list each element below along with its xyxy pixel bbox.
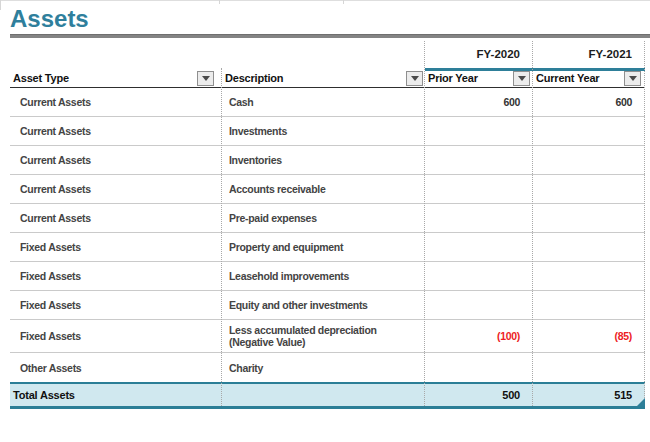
description-cell[interactable]: Equity and other investments — [222, 291, 425, 319]
current-year-cell[interactable]: 600 — [533, 88, 645, 116]
current-year-cell[interactable]: (85) — [533, 320, 645, 352]
prior-year-cell[interactable] — [425, 146, 533, 174]
table-row: Current Assets Pre-paid expenses — [10, 204, 645, 233]
total-label[interactable]: Total Assets — [10, 384, 222, 406]
filter-button-asset-type[interactable] — [197, 71, 214, 86]
header-description-label: Description — [225, 72, 283, 84]
current-year-cell[interactable] — [533, 353, 645, 382]
gridline-artifact — [343, 0, 344, 4]
title-underline — [10, 34, 650, 38]
table-row: Fixed Assets Less accumulated depreciati… — [10, 320, 645, 353]
description-cell[interactable]: Leasehold improvements — [222, 262, 425, 290]
asset-type-cell[interactable]: Current Assets — [10, 117, 222, 145]
dropdown-arrow-icon — [202, 76, 210, 81]
header-current-year[interactable]: Current Year — [533, 71, 645, 87]
dropdown-arrow-icon — [411, 76, 419, 81]
description-cell[interactable]: Inventories — [222, 146, 425, 174]
filter-button-current-year[interactable] — [624, 71, 641, 86]
filter-button-description[interactable] — [406, 71, 423, 86]
table-row: Current Assets Cash 600 600 — [10, 88, 645, 117]
table-row: Current Assets Inventories — [10, 146, 645, 175]
gridline-artifact — [219, 0, 220, 4]
asset-type-cell[interactable]: Fixed Assets — [10, 233, 222, 261]
prior-year-cell[interactable]: (100) — [425, 320, 533, 352]
current-year-cell[interactable] — [533, 146, 645, 174]
description-cell[interactable]: Property and equipment — [222, 233, 425, 261]
gridline-artifact — [0, 0, 650, 1]
asset-type-cell[interactable]: Current Assets — [10, 146, 222, 174]
asset-type-cell[interactable]: Current Assets — [10, 175, 222, 203]
asset-type-cell[interactable]: Current Assets — [10, 88, 222, 116]
header-current-year-label: Current Year — [536, 72, 599, 84]
table-row: Fixed Assets Equity and other investment… — [10, 291, 645, 320]
header-prior-year-label: Prior Year — [428, 72, 478, 84]
table-row: Fixed Assets Leasehold improvements — [10, 262, 645, 291]
table-row: Fixed Assets Property and equipment — [10, 233, 645, 262]
fiscal-year-row: FY-2020 FY-2021 — [10, 40, 645, 68]
gridline-artifact — [0, 0, 1, 10]
column-separator — [532, 41, 533, 406]
fy-2020-label[interactable]: FY-2020 — [425, 40, 533, 68]
prior-year-cell[interactable] — [425, 262, 533, 290]
filter-button-prior-year[interactable] — [513, 71, 530, 86]
table-row: Other Assets Charity — [10, 353, 645, 382]
header-asset-type-label: Asset Type — [13, 72, 69, 84]
prior-year-cell[interactable] — [425, 233, 533, 261]
table-row: Current Assets Investments — [10, 117, 645, 146]
prior-year-cell[interactable] — [425, 353, 533, 382]
asset-type-cell[interactable]: Other Assets — [10, 353, 222, 382]
table-resize-handle[interactable] — [637, 398, 645, 406]
assets-table: FY-2020 FY-2021 Asset Type Description P… — [10, 40, 645, 409]
prior-year-cell[interactable]: 600 — [425, 88, 533, 116]
spreadsheet-view: Assets FY-2020 FY-2021 Asset Type Descri… — [0, 0, 650, 442]
header-prior-year[interactable]: Prior Year — [425, 71, 533, 87]
prior-year-cell[interactable] — [425, 291, 533, 319]
prior-year-cell[interactable] — [425, 204, 533, 232]
dropdown-arrow-icon — [629, 76, 637, 81]
prior-year-cell[interactable] — [425, 117, 533, 145]
current-year-cell[interactable] — [533, 175, 645, 203]
asset-type-cell[interactable]: Fixed Assets — [10, 320, 222, 352]
current-year-cell[interactable] — [533, 233, 645, 261]
asset-type-cell[interactable]: Fixed Assets — [10, 262, 222, 290]
total-prior-year-value[interactable]: 500 — [425, 384, 533, 406]
asset-type-cell[interactable]: Current Assets — [10, 204, 222, 232]
table-body: Current Assets Cash 600 600 Current Asse… — [10, 88, 645, 382]
description-cell[interactable]: Pre-paid expenses — [222, 204, 425, 232]
total-description-cell[interactable] — [222, 384, 425, 406]
description-cell[interactable]: Less accumulated depreciation (Negative … — [222, 320, 425, 352]
total-row: Total Assets 500 515 — [10, 382, 645, 409]
header-description[interactable]: Description — [222, 71, 425, 87]
description-cell[interactable]: Cash — [222, 88, 425, 116]
description-cell[interactable]: Accounts receivable — [222, 175, 425, 203]
current-year-cell[interactable] — [533, 291, 645, 319]
description-cell[interactable]: Charity — [222, 353, 425, 382]
page-title: Assets — [10, 5, 89, 33]
current-year-cell[interactable] — [533, 262, 645, 290]
table-row: Current Assets Accounts receivable — [10, 175, 645, 204]
current-year-cell[interactable] — [533, 117, 645, 145]
total-current-year-value[interactable]: 515 — [533, 384, 645, 406]
fy-2021-label[interactable]: FY-2021 — [533, 40, 645, 68]
description-cell[interactable]: Investments — [222, 117, 425, 145]
column-separator — [424, 41, 425, 406]
column-separator — [644, 41, 645, 406]
current-year-cell[interactable] — [533, 204, 645, 232]
column-separator — [221, 68, 222, 406]
table-header-row: Asset Type Description Prior Year Curren… — [10, 68, 645, 88]
prior-year-cell[interactable] — [425, 175, 533, 203]
asset-type-cell[interactable]: Fixed Assets — [10, 291, 222, 319]
dropdown-arrow-icon — [518, 76, 526, 81]
header-asset-type[interactable]: Asset Type — [10, 71, 222, 87]
